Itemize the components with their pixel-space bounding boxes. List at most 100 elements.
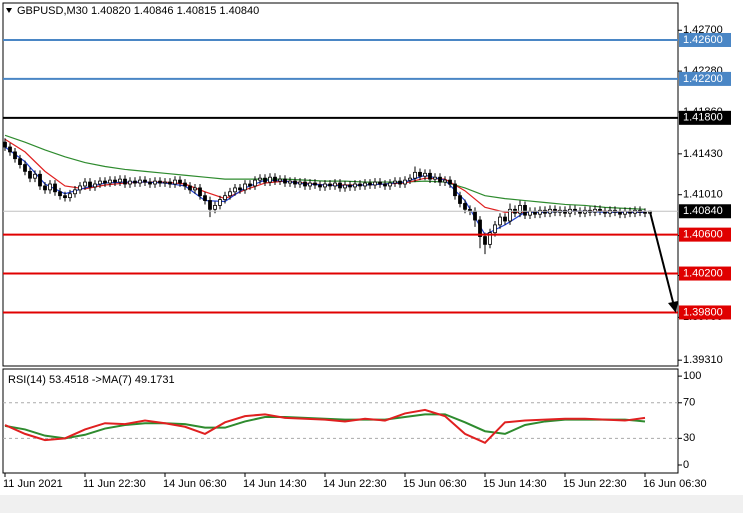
candle-body [308,182,312,187]
candle-body [158,180,162,184]
level-label-box [679,266,731,281]
y-tick-label: 100 [683,370,701,382]
candle-body [398,180,402,185]
candle-body [228,191,232,197]
candle-body [238,187,242,191]
candle-body [73,189,77,195]
candle-body [43,185,47,191]
x-tick-label: 14 Jun 22:30 [323,478,387,490]
candle-body [333,182,337,187]
candle-body [218,199,222,206]
y-tick-label: 1.42700 [683,24,723,36]
level-label: 1.41800 [683,112,723,124]
candle-body [213,205,217,210]
background [0,0,743,495]
candle-body [643,211,647,214]
candle-body [348,184,352,188]
candle-body [313,182,317,186]
candle-body [88,181,92,188]
y-tick-label: 1.41010 [683,189,723,201]
x-tick-label: 16 Jun 06:30 [643,478,707,490]
candle-body [268,176,272,183]
level-label-box [679,204,731,219]
candle-body [423,172,427,177]
y-tick-label: 1.41430 [683,148,723,160]
candle-body [148,181,152,185]
candle-body [63,195,67,199]
level-label-box [679,71,731,86]
level-label-box [679,227,731,242]
candle-body [188,185,192,191]
candle-body [258,177,262,181]
candle-body [518,205,522,214]
main-panel [2,2,679,367]
level-label: 1.40200 [683,267,723,279]
x-tick-label: 14 Jun 06:30 [163,478,227,490]
candle-body [338,182,342,189]
candle-body [93,183,97,188]
x-tick-label: 11 Jun 2021 [3,478,63,490]
candle-body [163,181,167,184]
candle-body [118,178,122,183]
candle-body [368,182,372,186]
candle-body [418,171,422,177]
candle-body [193,187,197,191]
rsi-panel [2,368,679,474]
candle-body [248,183,252,187]
candle-body [278,178,282,182]
candle-body [293,180,297,185]
candle-body [53,183,57,193]
candle-body [408,177,412,181]
candle-body [98,180,102,185]
forecast-arrowhead [668,301,678,313]
title-marker [6,8,12,13]
candle-body [373,181,377,186]
level-label-box [679,305,731,320]
candle-body [618,211,622,215]
candle-body [133,180,137,184]
plot: 1.427001.422801.418601.414301.410101.405… [3,24,731,490]
candle-body [198,187,202,197]
candle-body [448,179,452,185]
candle-body [438,176,442,183]
candle-body [18,158,22,165]
candle-body [453,183,457,197]
forecast-arrow [649,211,675,307]
candle-body [263,177,267,183]
rsi-title: RSI(14) 53.4518 ->MA(7) 49.1731 [8,374,175,386]
candle-body [68,193,72,199]
candle-body [138,179,142,184]
candle-body [508,208,512,222]
candle-body [443,179,447,183]
candle-body [203,195,207,201]
candle-body [328,183,332,187]
candle-body [33,173,37,179]
candle-body [298,181,302,185]
candle-body [78,185,82,191]
x-tick-label: 15 Jun 14:30 [483,478,547,490]
candle-body [223,195,227,200]
candle-body [353,183,357,188]
candle-body [343,184,347,189]
candle-body [503,216,507,222]
y-tick-label: 0 [683,459,689,471]
candle-body [358,183,362,187]
level-label-box [679,110,731,125]
candle-body [388,182,392,187]
level-label: 1.42200 [683,73,723,85]
candle-body [108,179,112,184]
candle-body [283,178,287,184]
candle-body [488,232,492,245]
candle-body [243,183,247,191]
level-label-box [679,32,731,47]
candle-body [38,173,42,187]
candle-body [318,184,322,188]
x-tick-label: 15 Jun 22:30 [563,478,627,490]
candle-body [8,146,12,153]
candle-body [303,181,307,187]
candle-body [3,141,7,148]
candle-body [428,172,432,180]
candle-body [403,179,407,185]
